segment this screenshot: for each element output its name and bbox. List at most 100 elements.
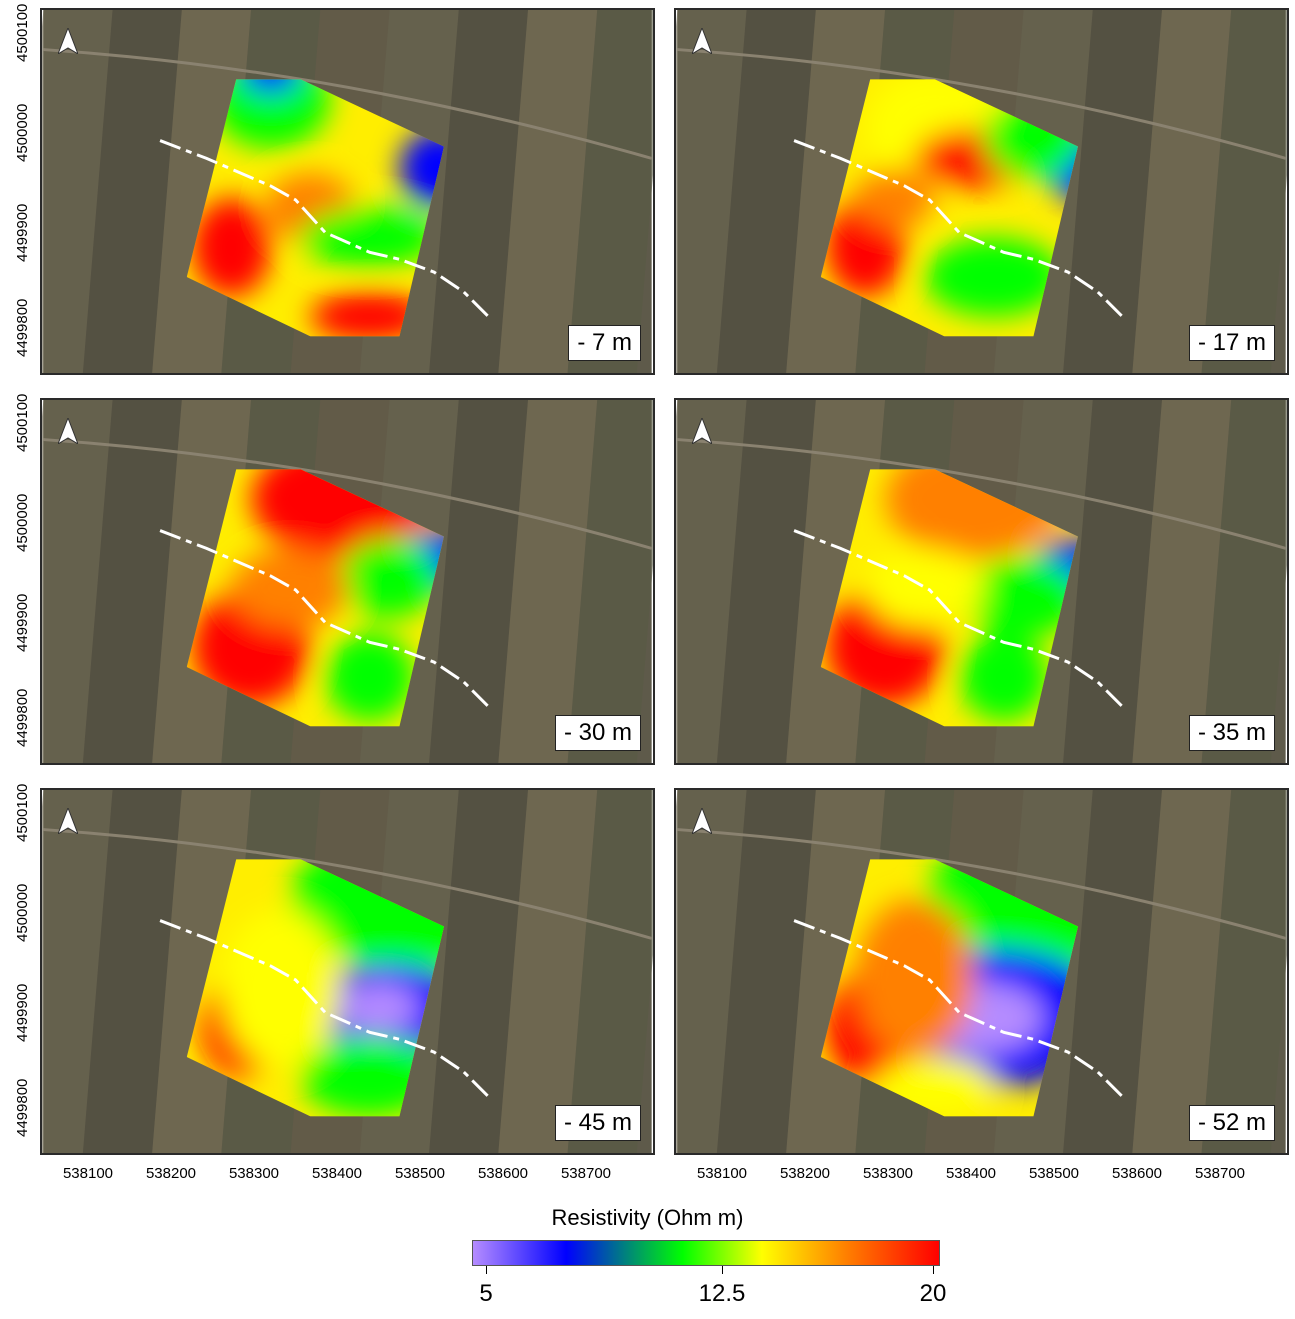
north-arrow-icon (58, 28, 78, 54)
field-parcel (498, 400, 598, 763)
x-tick-label: 538100 (696, 1165, 748, 1182)
resistivity-anomaly (231, 548, 350, 628)
field-parcel (82, 400, 182, 763)
field-parcel (567, 790, 653, 1153)
fault-line (793, 919, 1124, 1098)
field-parcel (429, 10, 529, 373)
road (43, 48, 653, 160)
resistivity-overlay (186, 79, 444, 337)
road (677, 48, 1287, 160)
y-tick-label: 4499800 (14, 298, 31, 357)
y-tick-label: 4500000 (14, 103, 31, 162)
resistivity-anomaly (211, 79, 331, 149)
north-arrow-icon (692, 418, 712, 444)
north-arrow-icon (58, 418, 78, 444)
depth-label: - 35 m (1188, 715, 1275, 751)
fault-line (159, 139, 490, 318)
map-panel: - 45 m (40, 788, 655, 1155)
y-tick-label: 4499900 (14, 203, 31, 262)
resistivity-anomaly (340, 982, 420, 1033)
field-parcel (676, 400, 747, 763)
fault-line (793, 529, 1124, 708)
field-parcel (1201, 790, 1287, 1153)
map-image (676, 790, 1287, 1153)
north-arrow-icon (692, 808, 712, 834)
field-parcel (82, 790, 182, 1153)
colorbar-tick (722, 1266, 723, 1274)
field-parcel (82, 10, 182, 373)
road (43, 828, 653, 940)
x-tick-label: 538500 (1028, 1165, 1080, 1182)
x-tick-label: 538100 (62, 1165, 114, 1182)
resistivity-anomaly (221, 908, 341, 1067)
resistivity-anomaly (855, 168, 935, 228)
x-tick-label: 538400 (945, 1165, 997, 1182)
fault-line (159, 529, 490, 708)
x-tick-label: 538200 (779, 1165, 831, 1182)
depth-label: - 52 m (1188, 1105, 1275, 1141)
fault-line (159, 919, 490, 1098)
map-panel: - 7 m (40, 8, 655, 375)
road (677, 828, 1287, 940)
resistivity-anomaly (310, 291, 430, 337)
field-parcel (676, 790, 747, 1153)
field-parcel (1132, 790, 1232, 1153)
map-panel: - 52 m (674, 788, 1289, 1155)
depth-label: - 45 m (554, 1105, 641, 1141)
field-parcel (429, 790, 529, 1153)
x-tick-label: 538700 (1194, 1165, 1246, 1182)
map-image (42, 790, 653, 1153)
field-parcel (1132, 10, 1232, 373)
field-parcel (716, 10, 816, 373)
field-parcel (1132, 400, 1232, 763)
colorbar-max-label: 20 (919, 1280, 947, 1307)
field-parcel (42, 790, 113, 1153)
road (43, 438, 653, 550)
y-tick-label: 4499900 (14, 983, 31, 1042)
map-image (42, 400, 653, 763)
field-parcel (1063, 10, 1163, 373)
colorbar-mid-label: 12.5 (698, 1280, 746, 1307)
y-tick-label: 4499800 (14, 688, 31, 747)
colorbar-tick (486, 1266, 487, 1274)
field-parcel (716, 400, 816, 763)
y-tick-label: 4499900 (14, 593, 31, 652)
map-panel: - 17 m (674, 8, 1289, 375)
colorbar-min-label: 5 (479, 1280, 493, 1307)
x-tick-label: 538700 (560, 1165, 612, 1182)
north-arrow-icon (692, 28, 712, 54)
colorbar-tick (933, 1266, 934, 1274)
x-tick-label: 538500 (394, 1165, 446, 1182)
field-parcel (1201, 10, 1287, 373)
resistivity-anomaly (191, 197, 271, 297)
colorbar (472, 1240, 940, 1266)
x-tick-label: 538600 (1111, 1165, 1163, 1182)
field-parcel (498, 10, 598, 373)
fault-line (793, 139, 1124, 318)
map-image (676, 10, 1287, 373)
x-tick-label: 538400 (311, 1165, 363, 1182)
resistivity-anomaly (300, 207, 439, 268)
y-tick-label: 4499800 (14, 1078, 31, 1137)
map-panel: - 35 m (674, 398, 1289, 765)
map-image (42, 10, 653, 373)
field-parcel (42, 400, 113, 763)
field-parcel (716, 790, 816, 1153)
resistivity-anomaly (325, 632, 415, 722)
resistivity-anomaly (241, 79, 301, 95)
field-parcel (1063, 790, 1163, 1153)
colorbar-title: Resistivity (Ohm m) (551, 1205, 744, 1230)
field-parcel (1201, 400, 1287, 763)
field-parcel (498, 790, 598, 1153)
y-tick-label: 4500100 (14, 3, 31, 62)
resistivity-anomaly (340, 538, 439, 618)
x-tick-label: 538300 (228, 1165, 280, 1182)
field-parcel (429, 400, 529, 763)
field-parcel (567, 400, 653, 763)
depth-label: - 7 m (568, 325, 641, 361)
resistivity-anomaly (855, 898, 975, 1058)
x-tick-label: 538600 (477, 1165, 529, 1182)
depth-label: - 30 m (554, 715, 641, 751)
field-parcel (42, 10, 113, 373)
